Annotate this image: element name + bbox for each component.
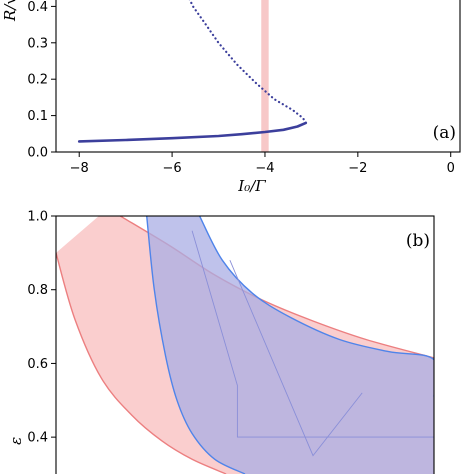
band-lower-edge-0 — [56, 252, 227, 474]
x-tick-label: −2 — [348, 161, 367, 176]
series-layer — [77, 0, 308, 143]
y-tick-label: 0.4 — [27, 431, 48, 446]
highlight-band — [261, 0, 269, 152]
y-axis-label: ε — [7, 437, 25, 445]
y-axis-label: R/√ — [1, 0, 19, 22]
tick-layer: 0.4 0.6 0.8 1.0 — [27, 210, 56, 446]
x-tick-label: −6 — [163, 161, 182, 176]
tick-layer: −8 −6 −4 −2 0 0.0 0.1 0.2 0.3 0.4 — [27, 0, 455, 176]
y-tick-label: 0.6 — [27, 357, 48, 372]
y-tick-label: 0.2 — [27, 73, 48, 88]
x-axis-label: I₀/Γ — [237, 177, 266, 195]
plot-frame — [55, 0, 461, 153]
series-line-stable-0 — [77, 121, 308, 143]
panel-label: (b) — [406, 231, 430, 251]
panel-label: (a) — [433, 123, 456, 143]
y-tick-label: 0.3 — [27, 36, 48, 51]
panel-a-chart: −8 −6 −4 −2 0 0.0 0.1 0.2 0.3 0.4 I₀/Γ R/√ (a) — [1, 0, 461, 195]
band-lower-edge-1 — [146, 216, 246, 474]
y-tick-label: 0.4 — [27, 0, 48, 15]
band-fill-1 — [146, 216, 434, 474]
vertical-band-layer — [261, 0, 269, 152]
guide-line-0 — [191, 230, 434, 438]
x-tick-label: −4 — [255, 161, 274, 176]
y-tick-label: 0.0 — [27, 146, 48, 161]
bands-layer — [56, 216, 434, 474]
x-tick-label: 0 — [447, 161, 455, 176]
y-tick-label: 0.1 — [27, 109, 48, 124]
band-upper-edge-1 — [198, 216, 434, 397]
series-line-unstable-1 — [188, 0, 307, 125]
plot-frame — [55, 215, 435, 474]
y-tick-label: 0.8 — [27, 283, 48, 298]
guide-line-1 — [229, 260, 363, 457]
x-tick-label: −8 — [70, 161, 89, 176]
panel-b-chart: 0.4 0.6 0.8 1.0 ε (b) — [7, 210, 435, 474]
y-tick-label: 1.0 — [27, 210, 48, 225]
